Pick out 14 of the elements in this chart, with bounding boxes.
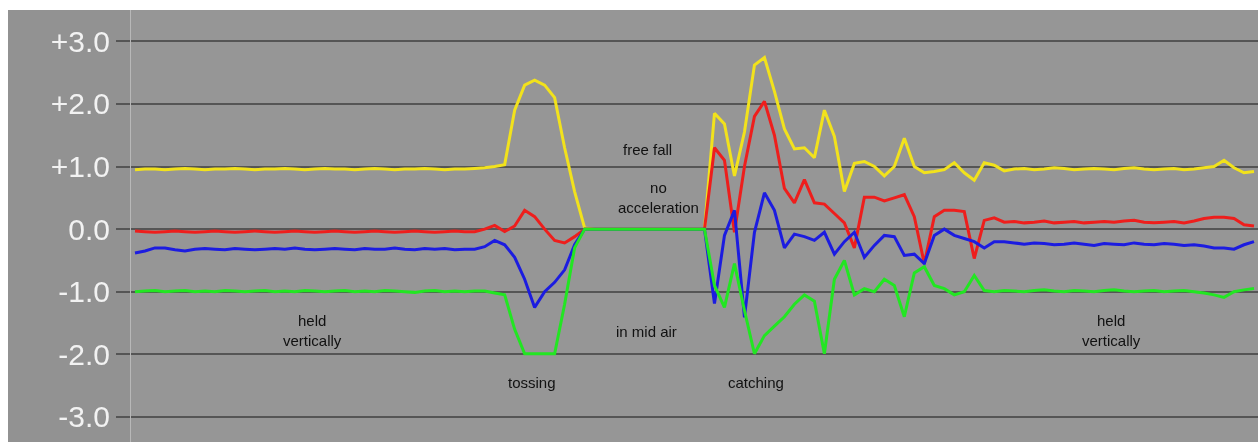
annotation: no acceleration (618, 179, 699, 216)
y-tick-label: 0.0 (68, 212, 110, 246)
annotation: tossing (508, 374, 556, 391)
y-tick-label: -1.0 (58, 275, 110, 309)
annotation: free fall (623, 141, 673, 158)
y-tick-label: -2.0 (58, 337, 110, 371)
y-tick-label: +1.0 (50, 150, 110, 184)
y-tick-label: +3.0 (50, 24, 110, 58)
annotation: catching (728, 374, 784, 391)
y-tick-label: -3.0 (58, 400, 110, 434)
annotation: in mid air (616, 323, 677, 340)
annotation: held vertically (283, 312, 342, 349)
y-tick-label: +2.0 (50, 87, 110, 121)
annotation: held vertically (1082, 312, 1141, 349)
